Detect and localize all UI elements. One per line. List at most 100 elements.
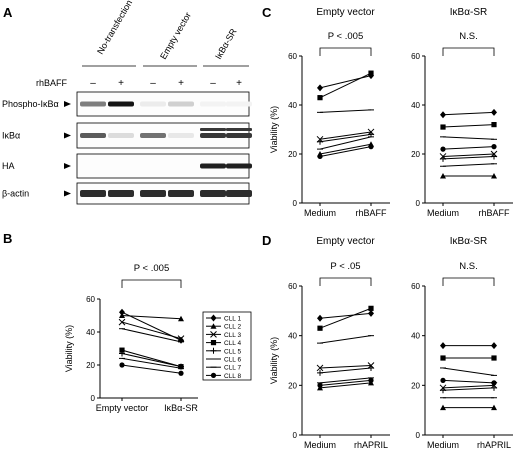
series-7 (440, 367, 497, 376)
row-arrowhead-icon (64, 190, 71, 197)
y-tick-label: 20 (411, 150, 420, 159)
series-6 (119, 357, 184, 369)
legend-label: CLL 7 (224, 365, 241, 372)
series-1 (317, 309, 374, 322)
series-line (442, 153, 495, 157)
lane-sign-5: – (210, 78, 216, 89)
panel-letter-a: A (3, 5, 13, 20)
series-4 (440, 122, 497, 130)
y-tick-label: 40 (288, 101, 297, 110)
series-8 (317, 144, 374, 160)
marker-plus (491, 384, 497, 391)
series-line (319, 136, 372, 150)
blot-row-label-2: IκBα (2, 131, 20, 141)
series-line (442, 367, 495, 376)
chart-b: 0 20 40 60 Empty vector IκBα-SR Viability (%) P… (64, 263, 252, 413)
significance-label: N.S. (459, 261, 477, 272)
y-tick-label: 20 (288, 150, 297, 159)
x-tick-label: Medium (427, 440, 459, 450)
series-line (121, 321, 182, 340)
blot-band-upper (200, 128, 226, 131)
panel-letter-c: C (262, 5, 272, 20)
marker-circle (491, 144, 497, 150)
chart-title: IκBα-SR (450, 236, 487, 247)
series-line (442, 163, 495, 167)
significance-bracket (442, 277, 495, 286)
blot-band (140, 133, 166, 138)
series-3 (316, 362, 375, 372)
series-5 (440, 153, 497, 162)
series-line (319, 312, 372, 319)
significance-label: P < .005 (134, 263, 169, 274)
y-tick-label: 40 (411, 101, 420, 110)
x-tick-label: Medium (304, 440, 336, 450)
series-line (442, 146, 495, 150)
legend-label: CLL 6 (224, 357, 241, 364)
series-line (121, 357, 182, 369)
series-6 (317, 377, 374, 384)
y-tick-label: 40 (288, 332, 297, 341)
series-8 (440, 377, 497, 386)
marker-plus (440, 155, 446, 162)
marker-diamond (440, 111, 446, 119)
blot-band (226, 101, 252, 107)
series-line (442, 111, 495, 116)
series-line (121, 315, 182, 320)
legend-frame (202, 311, 252, 381)
y-tick-label: 0 (416, 431, 421, 440)
marker-circle (317, 153, 323, 160)
chart-d2: 0 20 40 60 Medium rhAPRIL IκBα-SR N.S. (411, 236, 513, 450)
y-tick-label: 0 (416, 199, 421, 208)
blot-band (140, 190, 166, 197)
marker-circle (317, 382, 323, 388)
y-tick-label: 60 (288, 282, 297, 291)
series-6 (317, 136, 374, 150)
x-tick-label: rhAPRIL (477, 440, 511, 450)
series-8 (440, 144, 497, 152)
chart-c1: 0 20 40 60 Medium rhBAFF Viability (%) Empty ve… (269, 7, 390, 218)
series-line (319, 131, 372, 140)
significance-bracket (319, 47, 372, 56)
series-line (319, 335, 372, 344)
marker-circle (210, 372, 217, 378)
blot-band (80, 190, 106, 197)
marker-triangle (178, 315, 184, 322)
series-1 (119, 308, 184, 344)
y-tick-label: 20 (411, 381, 420, 390)
series-line (442, 124, 495, 128)
series-7 (317, 109, 374, 113)
y-axis-label: Viability (%) (269, 106, 279, 153)
y-tick-label: 0 (91, 394, 96, 403)
marker-plus (317, 138, 323, 145)
y-axis-label: Viability (%) (64, 325, 74, 372)
treatment-label: rhBAFF (36, 78, 68, 88)
blot-band (200, 190, 226, 197)
row-arrowhead-icon (64, 163, 71, 169)
series-line (121, 328, 182, 343)
y-tick-label: 0 (293, 431, 298, 440)
series-3 (118, 318, 185, 342)
blot-band (80, 101, 106, 107)
marker-diamond (317, 84, 323, 92)
x-tick-label: Medium (427, 208, 459, 218)
y-tick-label: 60 (411, 282, 420, 291)
series-line (442, 384, 495, 389)
series-line (319, 307, 372, 329)
x-tick-label: rhAPRIL (354, 440, 388, 450)
x-tick-label: IκBα-SR (164, 403, 198, 413)
marker-x (118, 318, 126, 326)
series-5 (317, 364, 374, 376)
marker-circle (178, 370, 184, 376)
significance-label: P < .005 (328, 31, 363, 42)
series-line (319, 146, 372, 157)
marker-square (368, 305, 374, 311)
legend-label: CLL 4 (224, 340, 241, 347)
series-8 (317, 377, 374, 388)
significance-bracket (121, 279, 182, 288)
blot-band (140, 101, 166, 107)
marker-triangle (491, 173, 497, 179)
series-2 (440, 173, 497, 179)
y-axis-label: Viability (%) (269, 337, 279, 384)
column-header-no-transfection: No-transfection (95, 0, 134, 56)
